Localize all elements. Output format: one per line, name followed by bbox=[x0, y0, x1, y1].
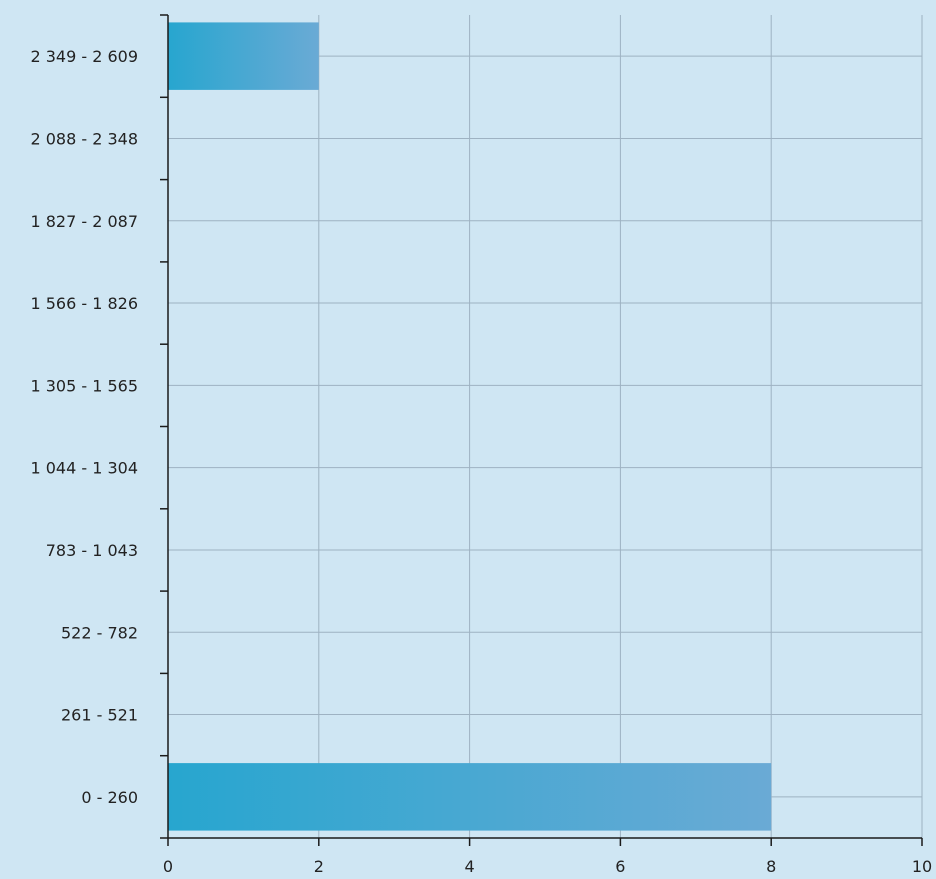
y-tick-label: 2 088 - 2 348 bbox=[30, 129, 138, 148]
x-tick-label: 6 bbox=[615, 857, 625, 876]
axes bbox=[160, 14, 923, 846]
x-tick-label: 8 bbox=[766, 857, 776, 876]
y-tick-label: 261 - 521 bbox=[61, 706, 138, 725]
x-tick-label: 0 bbox=[163, 857, 173, 876]
tick-labels: 0 - 260 261 - 521 522 - 782 783 - 1 043 1 04… bbox=[30, 47, 932, 876]
y-tick-label: 0 - 260 bbox=[81, 788, 138, 807]
y-tick-label: 1 305 - 1 565 bbox=[30, 376, 138, 395]
y-tick-label: 1 827 - 2 087 bbox=[30, 212, 138, 231]
bars bbox=[168, 22, 772, 831]
y-tick-label: 1 566 - 1 826 bbox=[30, 294, 138, 313]
bar-0-260 bbox=[168, 763, 772, 831]
x-tick-label: 10 bbox=[912, 857, 932, 876]
bar-2349-2609 bbox=[168, 22, 319, 90]
y-tick-label: 522 - 782 bbox=[61, 623, 138, 642]
x-tick-label: 4 bbox=[465, 857, 475, 876]
y-tick-label: 783 - 1 043 bbox=[46, 541, 138, 560]
y-tick-label: 1 044 - 1 304 bbox=[30, 459, 138, 478]
x-tick-label: 2 bbox=[314, 857, 324, 876]
y-tick-label: 2 349 - 2 609 bbox=[30, 47, 138, 66]
grid-lines bbox=[168, 15, 923, 838]
